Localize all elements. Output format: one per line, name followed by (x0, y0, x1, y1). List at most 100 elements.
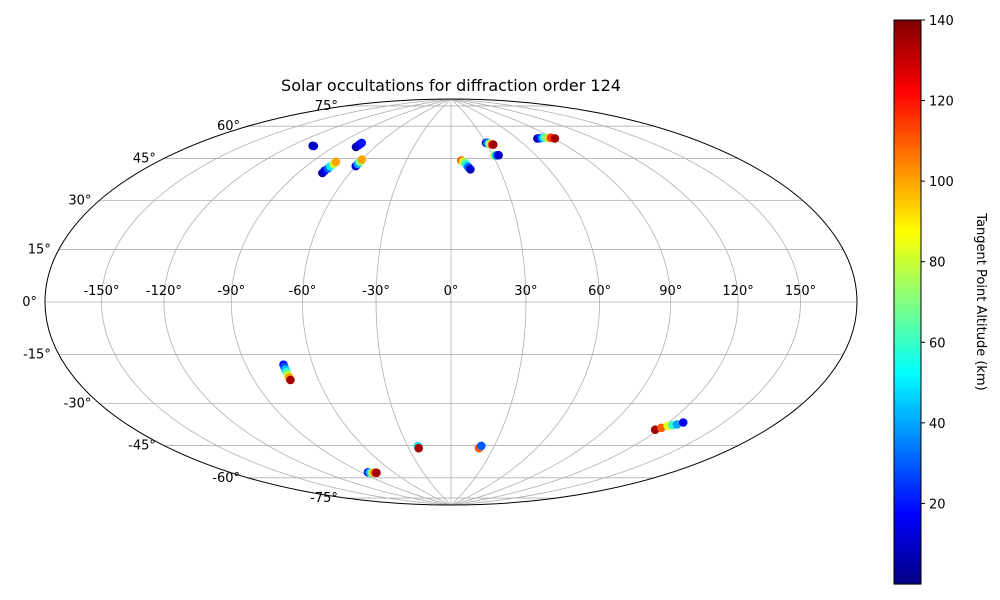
colorbar-segment (894, 340, 921, 345)
colorbar-segment (894, 192, 921, 197)
colorbar-segment (894, 316, 921, 321)
data-point (357, 155, 367, 164)
colorbar-tick-label: 80 (929, 256, 946, 271)
colorbar-segment (894, 496, 921, 501)
latitude-tick-label: 0° (22, 295, 37, 310)
colorbar-segment (894, 516, 921, 521)
longitude-tick-label: -60° (289, 284, 317, 299)
colorbar-segment (894, 116, 921, 121)
colorbar-segment (894, 368, 921, 373)
longitude-tick-label: -150° (83, 284, 119, 299)
colorbar-segment (894, 32, 921, 37)
colorbar-segment (894, 48, 921, 53)
colorbar-segment (894, 28, 921, 33)
colorbar-segment (894, 312, 921, 317)
latitude-tick-label: -45° (128, 439, 156, 454)
colorbar-segment (894, 544, 921, 549)
colorbar-segment (894, 60, 921, 65)
colorbar-segment (894, 64, 921, 69)
colorbar-segment (894, 280, 921, 285)
colorbar-segment (894, 144, 921, 149)
colorbar-segment (894, 356, 921, 361)
latitude-tick-label: -15° (23, 348, 51, 363)
longitude-tick-label: -120° (146, 284, 182, 299)
colorbar-segment (894, 548, 921, 553)
colorbar-segment (894, 372, 921, 377)
longitude-gridline (450, 99, 672, 505)
colorbar-segment (894, 136, 921, 141)
colorbar-segment (894, 272, 921, 277)
data-point (372, 468, 381, 478)
data-point (357, 138, 367, 148)
colorbar-segment (894, 196, 921, 201)
colorbar-segment (894, 264, 921, 269)
colorbar-segment (894, 108, 921, 113)
colorbar-segment (894, 260, 921, 265)
colorbar-segment (894, 236, 921, 241)
colorbar-label: Tangent Point Altitude (km) (973, 212, 988, 390)
longitude-gridline (450, 99, 739, 505)
colorbar-segment (894, 132, 921, 137)
colorbar-segment (894, 400, 921, 405)
colorbar-segment (894, 112, 921, 117)
colorbar-segment (894, 528, 921, 533)
colorbar-segment (894, 568, 921, 573)
colorbar-segment (894, 288, 921, 293)
data-point (477, 441, 486, 451)
colorbar-segment (894, 508, 921, 513)
colorbar-segment (894, 396, 921, 401)
latitude-tick-label: 60° (217, 119, 240, 134)
colorbar-segment (894, 120, 921, 125)
colorbar-segment (894, 220, 921, 225)
longitude-gridline (450, 99, 801, 505)
longitude-gridline (163, 99, 452, 505)
colorbar-segment (894, 200, 921, 205)
colorbar-segment (894, 504, 921, 509)
colorbar-segment (894, 52, 921, 57)
colorbar-segment (894, 404, 921, 409)
colorbar-segment (894, 420, 921, 425)
data-point (466, 165, 475, 174)
colorbar-segment (894, 560, 921, 565)
colorbar-segment (894, 248, 921, 253)
latitude-tick-label: -60° (212, 471, 240, 486)
colorbar-segment (894, 244, 921, 249)
colorbar-segment (894, 168, 921, 173)
colorbar-segment (894, 556, 921, 561)
colorbar-segment (894, 392, 921, 397)
colorbar-segment (894, 552, 921, 557)
colorbar-segment (894, 204, 921, 209)
colorbar-segment (894, 484, 921, 489)
data-point (678, 418, 688, 427)
data-point (488, 140, 498, 149)
colorbar-segment (894, 36, 921, 41)
colorbar-tick-label: 120 (929, 95, 954, 110)
colorbar-segment (894, 212, 921, 217)
colorbar-segment (894, 148, 921, 153)
colorbar-segment (894, 432, 921, 437)
colorbar-segment (894, 456, 921, 461)
colorbar-segment (894, 44, 921, 49)
colorbar-segment (894, 476, 921, 481)
latitude-tick-label: -75° (310, 491, 338, 506)
colorbar-segment (894, 140, 921, 145)
colorbar-segment (894, 216, 921, 221)
colorbar-segment (894, 300, 921, 305)
data-point (286, 375, 295, 385)
colorbar-segment (894, 344, 921, 349)
colorbar-segment (894, 536, 921, 541)
colorbar-segment (894, 480, 921, 485)
colorbar-segment (894, 468, 921, 473)
colorbar-segment (894, 164, 921, 169)
colorbar-segment (894, 328, 921, 333)
colorbar-tick-label: 100 (929, 175, 954, 190)
colorbar-segment (894, 416, 921, 421)
colorbar-segment (894, 156, 921, 161)
colorbar-segment (894, 124, 921, 129)
colorbar-segment (894, 284, 921, 289)
longitude-gridline (450, 99, 601, 505)
colorbar-segment (894, 232, 921, 237)
latitude-tick-label: 45° (133, 151, 156, 166)
colorbar-segment (894, 488, 921, 493)
longitude-gridline (301, 99, 452, 505)
